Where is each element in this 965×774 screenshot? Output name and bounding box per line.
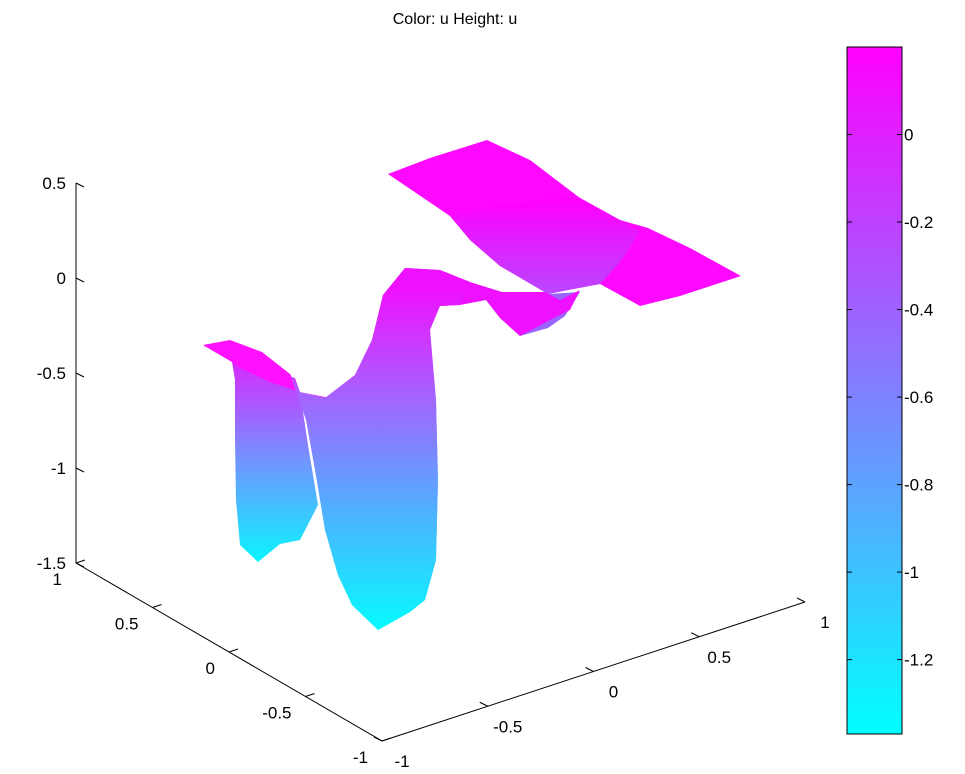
z-tick-label: -0.5 (37, 364, 66, 383)
surface-central-front-face (318, 310, 438, 630)
z-tick-label: 0.5 (42, 174, 66, 193)
y-tick-mark (381, 737, 392, 742)
y-axis-ticks: -1 -0.5 0 0.5 1 (53, 559, 392, 767)
x-tick-mark (691, 632, 700, 638)
chart-title: Color: u Height: u (393, 11, 518, 28)
x-tick-label: -0.5 (493, 717, 522, 736)
y-tick-label: -0.5 (262, 704, 291, 723)
z-tick-label: 0 (57, 269, 66, 288)
x-tick-label: -1 (394, 752, 409, 771)
z-axis-ticks: -1.5 -1 -0.5 0 0.5 (37, 174, 85, 573)
colorbar-tick-label: -1.2 (904, 651, 933, 670)
y-tick-mark (228, 648, 239, 653)
colorbar-tick-label: -0.4 (904, 301, 933, 320)
z-tick-label: -1.5 (37, 554, 66, 573)
surface-front-left-top (203, 340, 300, 392)
x-tick-mark (479, 701, 488, 707)
z-tick-mark (75, 467, 85, 473)
colorbar-tick-label: -0.2 (904, 213, 933, 232)
x-axis-ticks: -1 -0.5 0 0.5 1 (373, 597, 830, 771)
z-tick-mark (75, 372, 85, 378)
y-tick-mark (75, 559, 86, 564)
x-tick-label: 1 (820, 613, 829, 632)
surface (203, 140, 741, 630)
x-tick-label: 0 (609, 683, 618, 702)
z-tick-mark (75, 562, 85, 568)
x-tick-label: 0.5 (707, 648, 731, 667)
y-tick-label: 0 (206, 659, 215, 678)
colorbar-ticks: 0 -0.2 -0.4 -0.6 -0.8 -1 -1.2 (847, 126, 933, 670)
x-tick-mark (373, 736, 383, 742)
surface-front-left-curtain (203, 345, 318, 562)
y-tick-label: -1 (353, 748, 368, 767)
z-tick-label: -1 (51, 459, 66, 478)
z-tick-mark (75, 277, 85, 283)
x-tick-mark (796, 597, 806, 603)
surface-back-fold (450, 198, 640, 294)
colorbar-tick-label: -0.6 (904, 388, 933, 407)
y-tick-mark (305, 693, 315, 697)
colorbar-tick-label: -1 (904, 563, 919, 582)
y-tick-label: 0.5 (115, 615, 139, 634)
colorbar-tick-label: 0 (904, 126, 913, 145)
z-tick-mark (75, 182, 85, 188)
x-tick-mark (585, 667, 594, 672)
colorbar-tick-label: -0.8 (904, 476, 933, 495)
colorbar (846, 46, 903, 735)
y-tick-mark (152, 604, 162, 608)
y-tick-label: 1 (53, 570, 62, 589)
